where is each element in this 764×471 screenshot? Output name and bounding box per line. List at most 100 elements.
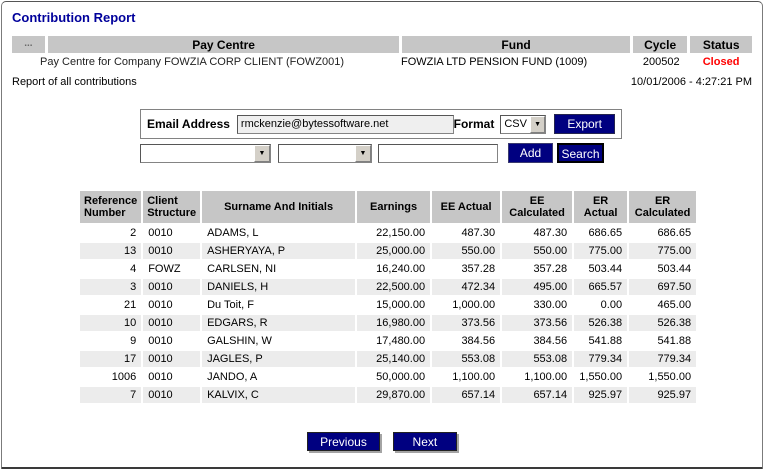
- table-cell: 697.50: [629, 279, 697, 295]
- table-cell: 16,980.00: [357, 315, 431, 331]
- col-header-client-structure: Client Structure: [143, 191, 201, 223]
- table-cell: 775.00: [574, 243, 628, 259]
- email-address-label: Email Address: [147, 117, 230, 131]
- table-cell: KALVIX, C: [202, 387, 356, 403]
- filter-select-1[interactable]: ▼: [140, 143, 271, 163]
- table-cell: 553.08: [432, 351, 501, 367]
- table-cell: 10: [80, 315, 142, 331]
- format-select[interactable]: CSV ▼: [500, 114, 547, 134]
- chevron-down-icon[interactable]: ▼: [529, 115, 546, 133]
- table-cell: 1,000.00: [452, 299, 496, 311]
- status-badge: Closed: [702, 56, 740, 68]
- table-cell: 465.00: [657, 299, 692, 311]
- table-cell: 0010: [143, 387, 201, 403]
- table-cell: 550.00: [432, 243, 501, 259]
- summary-values-row: Pay Centre for Company FOWZIA CORP CLIEN…: [12, 56, 752, 68]
- table-cell: 686.65: [588, 227, 623, 239]
- table-cell: GALSHIN, W: [207, 335, 272, 347]
- export-button[interactable]: Export: [554, 114, 615, 134]
- table-cell: ASHERYAYA, P: [202, 243, 356, 259]
- table-row: 4 FOWZ CARLSEN, NI 16,240.00 357.28 357.28 503…: [80, 261, 696, 277]
- table-row: 2 0010 ADAMS, L 22,150.00 487.30 487.30 686.65…: [80, 225, 696, 241]
- report-timestamp: 10/01/2006 - 4:27:21 PM: [630, 76, 752, 88]
- table-cell: 0010: [148, 335, 173, 347]
- cycle-value: 200502: [642, 56, 680, 68]
- table-cell: ADAMS, L: [207, 227, 259, 239]
- table-cell: 50,000.00: [376, 371, 426, 383]
- table-cell: 503.44: [588, 263, 623, 275]
- table-cell: 25,140.00: [357, 351, 431, 367]
- table-cell: 4: [130, 263, 137, 275]
- table-cell: 25,000.00: [357, 243, 431, 259]
- table-cell: JANDO, A: [207, 371, 258, 383]
- table-cell: 0.00: [600, 299, 623, 311]
- table-row: 9 0010 GALSHIN, W 17,480.00 384.56 384.56 541.…: [80, 333, 696, 349]
- report-line: Report of all contributions 10/01/2006 -…: [12, 76, 752, 88]
- table-cell: 17: [80, 351, 142, 367]
- table-cell: 526.38: [629, 315, 697, 331]
- table-header-row: Reference Number Client Structure Surnam…: [80, 191, 697, 223]
- table-cell: 779.34: [629, 351, 697, 367]
- add-button[interactable]: Add: [508, 143, 553, 163]
- search-button[interactable]: Search: [557, 143, 604, 163]
- chevron-down-icon[interactable]: ▼: [254, 144, 270, 162]
- table-cell: 29,870.00: [357, 387, 431, 403]
- table-cell: JAGLES, P: [202, 351, 356, 367]
- table-cell: 21: [123, 299, 137, 311]
- summary-header-dots: ...: [12, 36, 45, 53]
- table-cell: 15,000.00: [376, 299, 426, 311]
- table-cell: 553.08: [502, 351, 573, 367]
- col-header-ee-calculated: EE Calculated: [502, 191, 573, 223]
- table-row: 10 0010 EDGARS, R 16,980.00 373.56 373.56 526.…: [80, 315, 697, 331]
- table-cell: 550.00: [502, 243, 573, 259]
- table-cell: 487.30: [461, 227, 496, 239]
- format-selected-value: CSV: [504, 118, 527, 130]
- table-cell: 384.56: [461, 335, 496, 347]
- fund-value: FOWZIA LTD PENSION FUND (1009): [400, 56, 588, 68]
- table-cell: 1006: [111, 371, 137, 383]
- table-cell: 9: [130, 335, 137, 347]
- table-cell: 686.65: [657, 227, 692, 239]
- filter-select-2[interactable]: ▼: [278, 143, 372, 163]
- table-row: 17 0010 JAGLES, P 25,140.00 553.08 553.08 779.…: [80, 351, 697, 367]
- table-row: 21 0010 Du Toit, F 15,000.00 1,000.00 330.00 0…: [80, 297, 696, 313]
- table-row: 1006 0010 JANDO, A 50,000.00 1,100.00 1,100.0…: [80, 369, 696, 385]
- table-cell: 0010: [143, 243, 201, 259]
- table-cell: 13: [80, 243, 142, 259]
- summary-header: ... Pay Centre Fund Cycle Status: [12, 36, 752, 53]
- table-cell: 0010: [148, 299, 173, 311]
- table-cell: 1,100.00: [452, 371, 496, 383]
- col-header-er-calculated: ER Calculated: [629, 191, 697, 223]
- col-header-ee-actual: EE Actual: [432, 191, 501, 223]
- summary-header-cycle: Cycle: [632, 36, 688, 53]
- table-cell: 0010: [148, 227, 173, 239]
- page-title: Contribution Report: [12, 10, 136, 25]
- filter-value-input[interactable]: [378, 143, 498, 163]
- table-cell: 384.56: [533, 335, 568, 347]
- table-cell: FOWZ: [148, 263, 181, 275]
- email-address-input[interactable]: [236, 114, 454, 134]
- table-cell: DANIELS, H: [202, 279, 356, 295]
- col-header-earnings: Earnings: [357, 191, 431, 223]
- summary-header-status: Status: [690, 36, 752, 53]
- chevron-down-icon[interactable]: ▼: [355, 144, 371, 162]
- col-header-surname: Surname And Initials: [202, 191, 356, 223]
- table-cell: 357.28: [533, 263, 568, 275]
- table-cell: 16,240.00: [376, 263, 426, 275]
- table-cell: 357.28: [461, 263, 496, 275]
- format-label: Format: [453, 117, 495, 131]
- contributions-tbody: 2 0010 ADAMS, L 22,150.00 487.30 487.30 686.65…: [80, 225, 697, 403]
- contributions-table: Reference Number Client Structure Surnam…: [78, 189, 698, 405]
- table-cell: 373.56: [502, 315, 573, 331]
- table-cell: 17,480.00: [376, 335, 426, 347]
- table-row: 13 0010 ASHERYAYA, P 25,000.00 550.00 550.00 7…: [80, 243, 697, 259]
- next-button[interactable]: Next: [392, 432, 457, 451]
- table-cell: 22,500.00: [357, 279, 431, 295]
- table-cell: 541.88: [588, 335, 623, 347]
- table-cell: 541.88: [657, 335, 692, 347]
- table-cell: 779.34: [574, 351, 628, 367]
- table-cell: 472.34: [432, 279, 501, 295]
- previous-button[interactable]: Previous: [307, 432, 380, 451]
- export-panel: Email Address Format CSV ▼ Export: [140, 109, 622, 139]
- table-cell: 0010: [143, 315, 201, 331]
